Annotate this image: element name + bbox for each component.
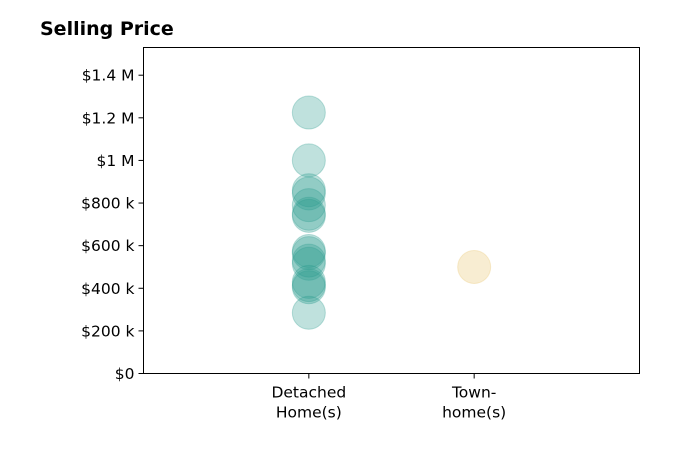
data-point [291,270,326,305]
y-tick-label: $200 k [81,322,134,340]
x-tick-label-line: Detached [271,384,346,402]
data-point [291,264,326,299]
x-tick-label: Detached Home(s) [271,384,346,422]
y-tick-label: $1.4 M [82,67,135,85]
data-point [291,295,326,330]
x-tick-label-line: Home(s) [276,404,342,422]
data-point [291,268,326,303]
data-point [291,176,326,211]
plot-frame [143,47,640,374]
x-axis: Detached Home(s) Town-home(s) [271,373,506,422]
data-point [291,95,326,130]
data-points [291,95,492,330]
data-point [291,246,326,281]
data-point [291,243,326,278]
y-tick-label: $1.2 M [82,109,135,127]
y-tick-label: $0 [115,365,135,383]
x-tick-label-line: home(s) [442,404,506,422]
data-point [291,196,326,231]
data-point [291,188,326,223]
y-tick-label: $600 k [81,237,134,255]
chart-title: Selling Price [40,18,174,40]
data-point [291,143,326,178]
y-tick-label: $400 k [81,280,134,298]
data-point [457,249,492,284]
data-point [291,173,326,208]
x-tick-label-line: Town- [451,384,496,402]
x-tick-label: Town-home(s) [442,384,506,422]
y-axis: $0 $200 k $400 k $600 k $800 k $1 M $1.2 M $1.4… [81,67,144,383]
data-point [291,236,326,271]
data-point [291,198,326,233]
y-tick-label: $1 M [96,152,134,170]
y-tick-label: $800 k [81,195,134,213]
data-point [291,233,326,268]
